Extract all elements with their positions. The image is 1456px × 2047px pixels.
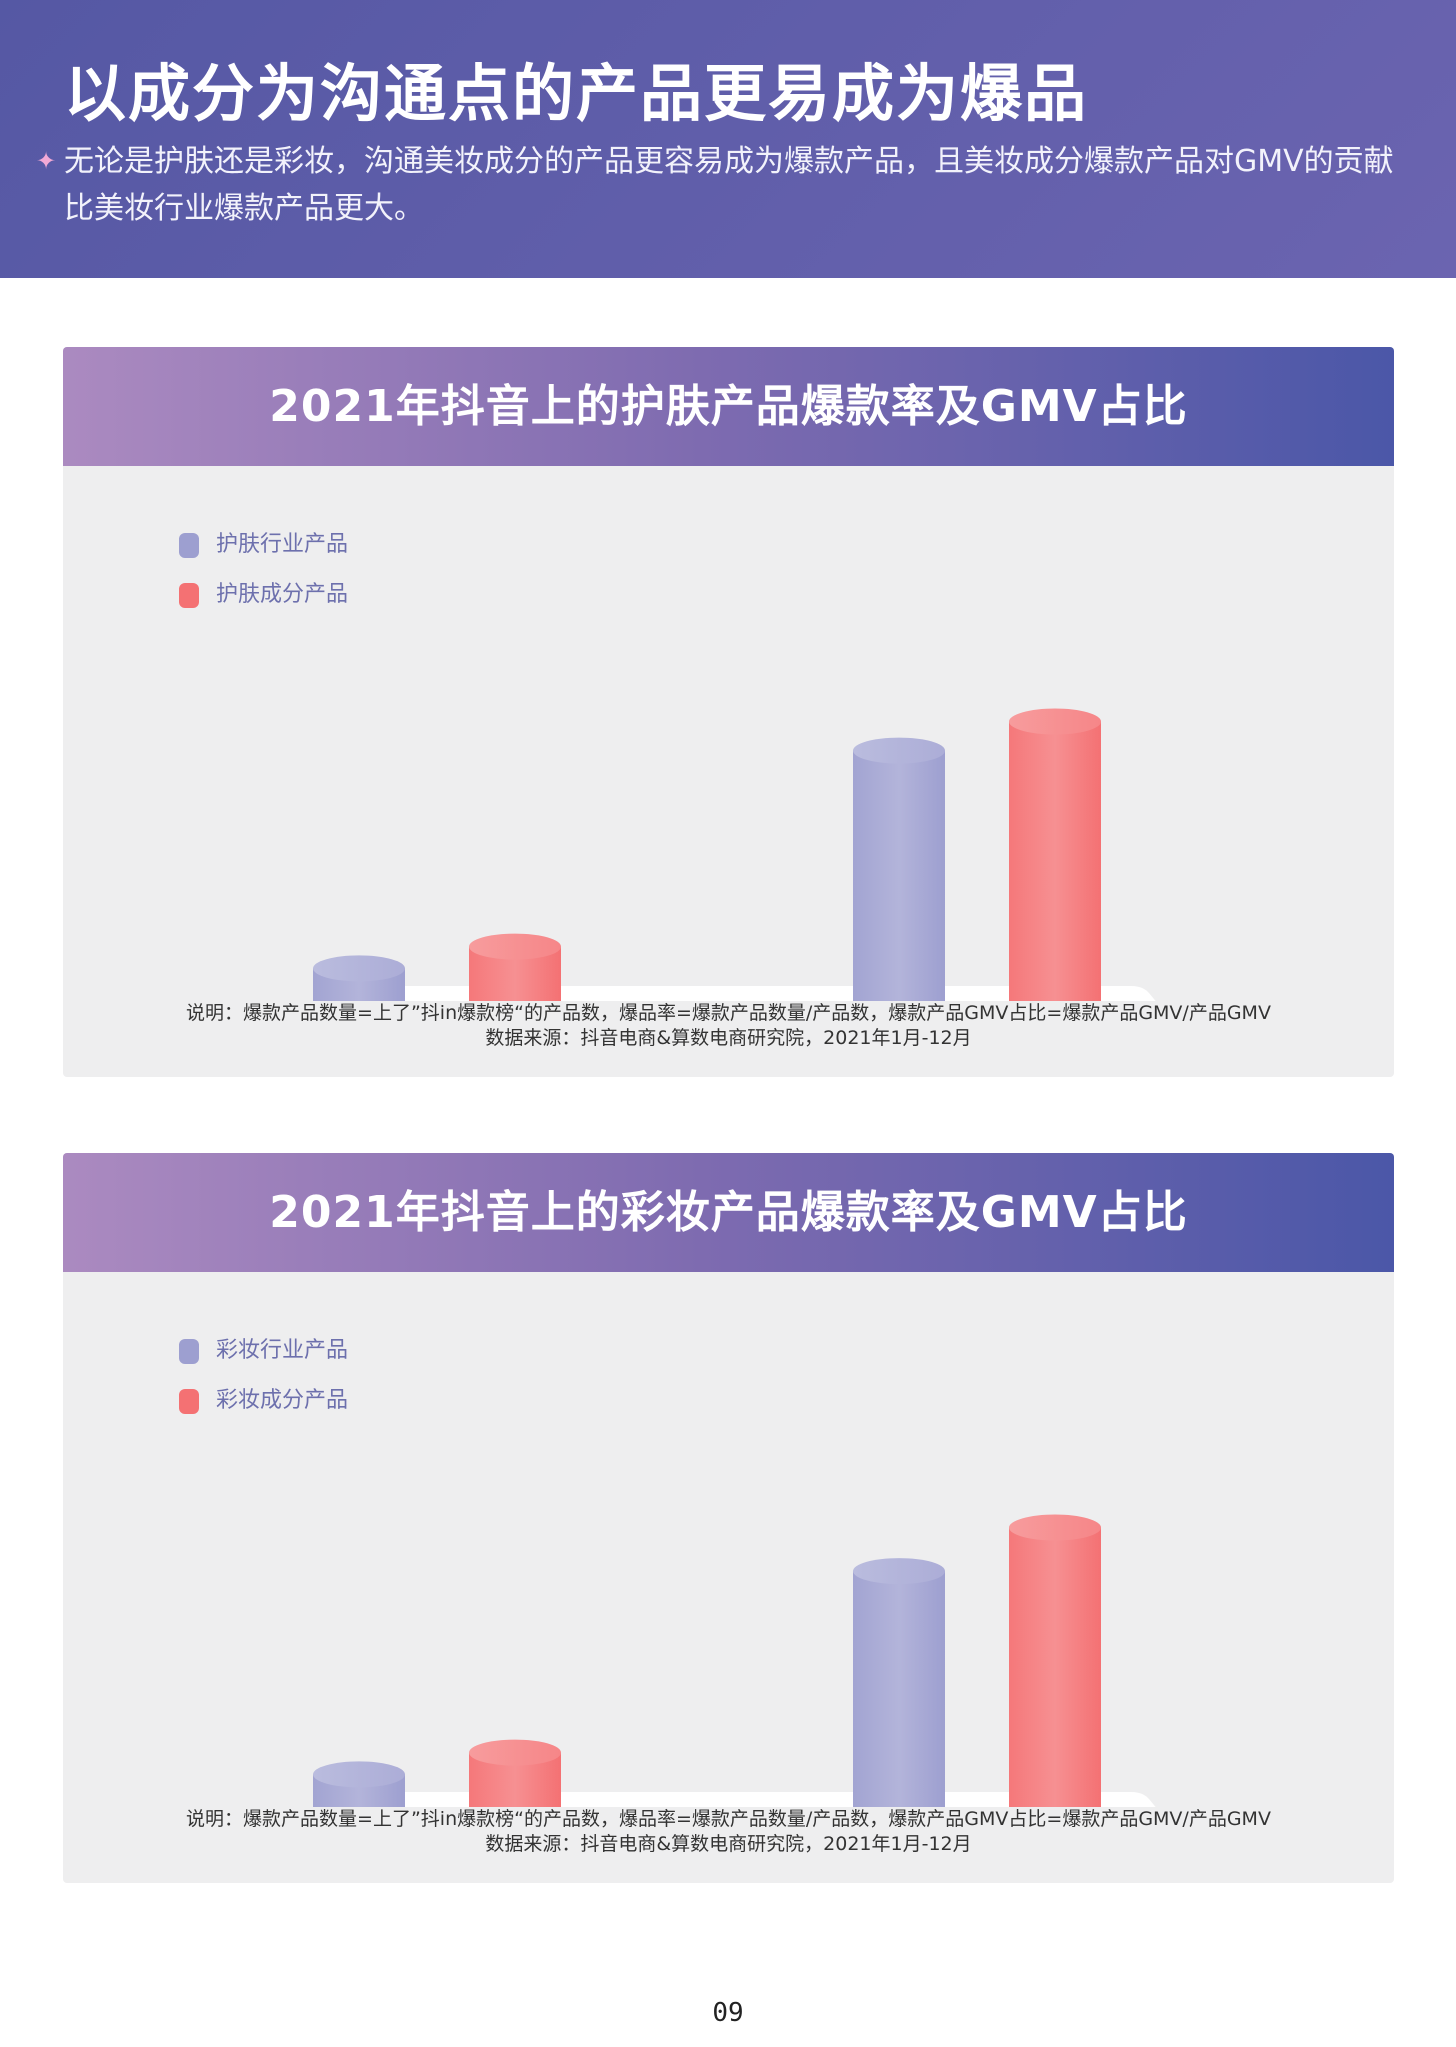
bar-top xyxy=(313,1761,405,1788)
legend-label-ingredient: 彩妆成分产品 xyxy=(216,1388,349,1413)
chart-note: 说明：爆款产品数量=上了”抖in爆款榜“的产品数，爆品率=爆款产品数量/产品数，… xyxy=(186,1002,1271,1024)
legend-swatch-ingredient xyxy=(179,583,199,608)
bar-护肤成分产品-产品爆款率 xyxy=(469,946,561,1001)
chart-source: 数据来源：抖音电商&算数电商研究院，2021年1月-12月 xyxy=(485,1833,972,1855)
legend-swatch-ingredient xyxy=(179,1389,199,1414)
bar-top xyxy=(469,1739,561,1766)
chart-card-skincare: 2021年抖音上的护肤产品爆款率及GMV占比 产品爆款率爆款产品GMV占比 护肤… xyxy=(63,347,1394,1077)
bar-top xyxy=(853,737,945,764)
bar-护肤行业产品-爆款产品GMV占比 xyxy=(853,750,945,1001)
bar-护肤成分产品-爆款产品GMV占比 xyxy=(1009,721,1101,1001)
legend-label-ingredient: 护肤成分产品 xyxy=(216,582,349,607)
page-title: 以成分为沟通点的产品更易成为爆品 xyxy=(64,57,1089,130)
hero-banner: 以成分为沟通点的产品更易成为爆品 ✦ 无论是护肤还是彩妆，沟通美妆成分的产品更容… xyxy=(0,0,1456,278)
legend-swatch-industry xyxy=(179,1339,199,1364)
bar-top xyxy=(313,955,405,982)
bar-彩妆成分产品-爆款产品GMV占比 xyxy=(1009,1527,1101,1807)
chart-note: 说明：爆款产品数量=上了”抖in爆款榜“的产品数，爆品率=爆款产品数量/产品数，… xyxy=(186,1808,1271,1830)
sparkle-icon: ✦ xyxy=(36,147,57,175)
legend-label-industry: 彩妆行业产品 xyxy=(216,1338,349,1363)
bar-彩妆行业产品-爆款产品GMV占比 xyxy=(853,1571,945,1807)
bar-top xyxy=(469,933,561,960)
legend-label-industry: 护肤行业产品 xyxy=(216,532,349,557)
chart-title: 2021年抖音上的护肤产品爆款率及GMV占比 xyxy=(269,381,1188,432)
card-header xyxy=(63,347,1394,466)
page-number: 09 xyxy=(712,1998,744,2028)
page-description: 无论是护肤还是彩妆，沟通美妆成分的产品更容易成为爆款产品，且美妆成分爆款产品对G… xyxy=(64,144,1394,226)
card-header xyxy=(63,1153,1394,1272)
bar-top xyxy=(853,1558,945,1585)
chart-source: 数据来源：抖音电商&算数电商研究院，2021年1月-12月 xyxy=(485,1027,972,1049)
bar-top xyxy=(1009,708,1101,735)
bar-彩妆成分产品-产品爆款率 xyxy=(469,1752,561,1807)
chart-card-makeup: 2021年抖音上的彩妆产品爆款率及GMV占比 产品爆款率爆款产品GMV占比 彩妆… xyxy=(63,1153,1394,1883)
chart-title: 2021年抖音上的彩妆产品爆款率及GMV占比 xyxy=(269,1187,1188,1238)
bar-top xyxy=(1009,1514,1101,1541)
legend-swatch-industry xyxy=(179,533,199,558)
bar-chart-makeup: 产品爆款率爆款产品GMV占比 xyxy=(313,1514,1156,1807)
bar-chart-skincare: 产品爆款率爆款产品GMV占比 xyxy=(313,708,1156,1001)
